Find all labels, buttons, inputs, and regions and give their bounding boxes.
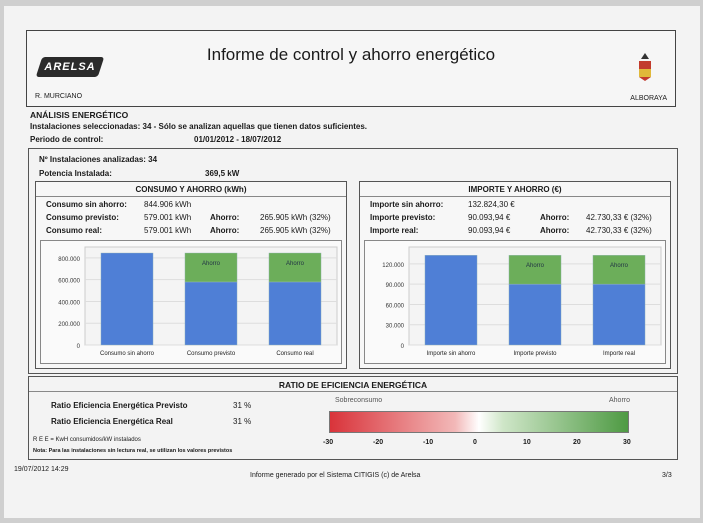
installations-text: Instalaciones seleccionadas: 34 - Sólo s…	[30, 122, 368, 131]
importe-chart: 0 30.000 60.000 90.000 120.000 Importe sin ah…	[382, 246, 662, 357]
report-title: Informe de control y ahorro energético	[206, 45, 496, 64]
ratio-heading: RATIO DE EFICIENCIA ENERGÉTICA	[278, 380, 428, 390]
ahorro-label: Ahorro:	[210, 213, 240, 222]
bar-base	[424, 255, 478, 346]
y-tick-label: 200.000	[58, 322, 80, 328]
analysis-panel: Nº Instalaciones analizadas: 34 Potencia…	[28, 148, 678, 374]
report-page: ARELSA Informe de control y ahorro energ…	[4, 6, 700, 518]
scale-tick-label: 30	[623, 439, 631, 446]
y-tick-label: 120.000	[382, 263, 404, 269]
consumo-heading: CONSUMO Y AHORRO (kWh)	[135, 185, 247, 194]
town-crest-icon	[639, 53, 651, 81]
town-name: ALBORAYA	[630, 95, 667, 102]
consumo-row-value: 579.001 kWh	[144, 213, 192, 222]
scale-tick-label: 20	[573, 439, 581, 446]
ahorro-label: Ahorro:	[540, 213, 570, 222]
y-tick-label: 30.000	[386, 324, 405, 330]
ratio-label-real: Ratio Eficiencia Energética Real	[51, 417, 173, 426]
footer-date: 19/07/2012 14:29	[14, 466, 69, 473]
importe-panel: IMPORTE Y AHORRO (€) Importe sin ahorro:…	[359, 181, 671, 369]
period-label: Periodo de control:	[30, 135, 104, 144]
ahorro-value: 265.905 kWh (32%)	[260, 213, 331, 222]
scale-tick-label: -10	[423, 439, 434, 446]
user-name: R. MURCIANO	[35, 93, 83, 100]
scale-left-label: Sobreconsumo	[335, 397, 383, 404]
scale-right-label: Ahorro	[609, 397, 631, 404]
importe-chart-area: 0 30.000 60.000 90.000 120.000 Importe sin ah…	[364, 240, 666, 364]
ahorro-value: 265.905 kWh (32%)	[260, 226, 331, 235]
importe-row-label: Importe sin ahorro:	[370, 200, 444, 209]
y-tick-label: 600.000	[58, 279, 80, 285]
x-category-label: Importe sin ahorro	[427, 351, 476, 357]
bar-base	[508, 283, 562, 346]
analyzed-count: Nº Instalaciones analizadas: 34	[39, 155, 158, 164]
ree-note: R E E = KwH consumidos/kW instalados	[33, 437, 141, 443]
footnote: Nota: Para las instalaciones sin lectura…	[33, 448, 233, 454]
bar-base	[268, 281, 322, 346]
bar-base	[592, 283, 646, 346]
ahorro-data-label: Ahorro	[610, 263, 629, 269]
importe-heading: IMPORTE Y AHORRO (€)	[468, 185, 562, 194]
ratio-value-real: 31 %	[233, 417, 252, 426]
importe-row-value: 90.093,94 €	[468, 226, 511, 235]
importe-row-label: Importe real:	[370, 226, 419, 235]
ahorro-data-label: Ahorro	[202, 261, 221, 267]
report-header: ARELSA Informe de control y ahorro energ…	[26, 30, 676, 107]
ratio-label-previsto: Ratio Eficiencia Energética Previsto	[51, 401, 188, 410]
bar-ahorro	[184, 252, 238, 283]
ahorro-label: Ahorro:	[210, 226, 240, 235]
footer-page: 3/3	[662, 472, 672, 479]
scale-tick-label: 0	[473, 439, 477, 446]
bar-base	[184, 281, 238, 346]
consumo-row-label: Consumo real:	[46, 226, 103, 235]
consumo-row-label: Consumo previsto:	[46, 213, 119, 222]
scale-tick-label: -20	[373, 439, 384, 446]
bar-ahorro	[508, 255, 562, 285]
y-tick-label: 90.000	[386, 283, 405, 289]
y-tick-label: 400.000	[58, 300, 80, 306]
ahorro-value: 42.730,33 € (32%)	[586, 226, 652, 235]
x-category-label: Consumo previsto	[187, 351, 236, 357]
consumo-row-label: Consumo sin ahorro:	[46, 200, 127, 209]
x-category-label: Importe real	[603, 351, 635, 357]
scale-tick-label: -30	[323, 439, 334, 446]
consumo-chart-area: 0 200.000 400.000 600.000 800.000 Consumo sin…	[40, 240, 342, 364]
x-category-label: Consumo sin ahorro	[100, 351, 155, 357]
consumo-panel: CONSUMO Y AHORRO (kWh) Consumo sin ahorr…	[35, 181, 347, 369]
consumo-chart: 0 200.000 400.000 600.000 800.000 Consumo sin…	[58, 246, 338, 357]
scale-tick-label: 10	[523, 439, 531, 446]
ahorro-data-label: Ahorro	[286, 261, 305, 267]
ahorro-value: 42.730,33 € (32%)	[586, 213, 652, 222]
ratio-value-previsto: 31 %	[233, 401, 252, 410]
x-category-label: Consumo real	[276, 351, 313, 357]
bar-ahorro	[268, 252, 322, 283]
bar-base	[100, 252, 154, 346]
y-tick-label: 0	[77, 344, 81, 350]
y-tick-label: 0	[401, 344, 405, 350]
footer-generated: Informe generado por el Sistema CITIGIS …	[250, 472, 421, 479]
ahorro-data-label: Ahorro	[526, 263, 545, 269]
importe-row-value: 132.824,30 €	[468, 200, 515, 209]
efficiency-gradient-bar	[329, 411, 629, 433]
y-tick-label: 800.000	[58, 257, 80, 263]
power-label: Potencia Instalada:	[39, 169, 112, 178]
power-value: 369,5 kW	[205, 169, 240, 178]
ratio-panel: RATIO DE EFICIENCIA ENERGÉTICA Ratio Efi…	[28, 376, 678, 460]
analysis-heading: ANÁLISIS ENERGÉTICO	[30, 110, 129, 120]
importe-row-label: Importe previsto:	[370, 213, 436, 222]
consumo-row-value: 844.906 kWh	[144, 200, 192, 209]
bar-ahorro	[592, 255, 646, 285]
consumo-row-value: 579.001 kWh	[144, 226, 192, 235]
ahorro-label: Ahorro:	[540, 226, 570, 235]
importe-row-value: 90.093,94 €	[468, 213, 511, 222]
x-category-label: Importe previsto	[513, 351, 557, 357]
period-value: 01/01/2012 - 18/07/2012	[194, 135, 282, 144]
y-tick-label: 60.000	[386, 303, 405, 309]
